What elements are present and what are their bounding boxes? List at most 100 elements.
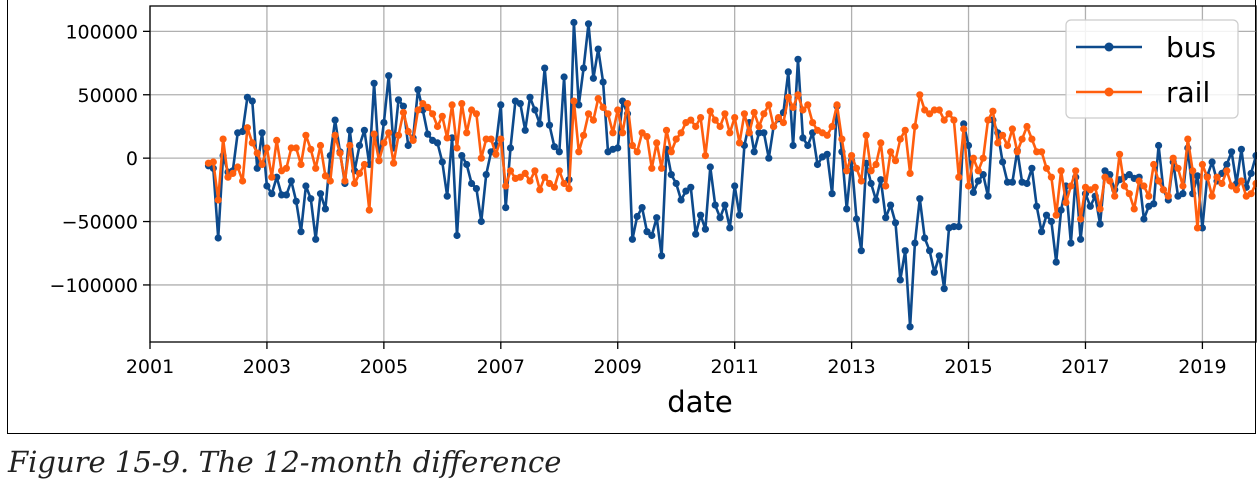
- point-bus-2016-12: [1077, 235, 1085, 243]
- point-bus-2002-10: [248, 97, 256, 105]
- point-rail-2010-06: [697, 114, 705, 122]
- point-rail-2006-11: [487, 135, 495, 143]
- point-rail-2010-01: [672, 135, 680, 143]
- point-bus-2005-02: [385, 72, 393, 80]
- point-rail-2004-10: [365, 206, 373, 214]
- point-rail-2010-05: [692, 122, 700, 131]
- point-rail-2019-03: [1208, 192, 1216, 200]
- point-rail-2003-12: [316, 141, 325, 150]
- point-rail-2007-12: [550, 183, 559, 191]
- point-rail-2007-06: [521, 169, 529, 177]
- point-rail-2007-01: [497, 135, 505, 143]
- x-tick-label-2015: 2015: [944, 356, 992, 378]
- point-bus-2007-06: [521, 126, 529, 134]
- point-rail-2006-08: [472, 110, 480, 118]
- point-bus-2009-01: [614, 144, 622, 152]
- point-rail-2016-09: [1062, 198, 1070, 207]
- point-bus-2009-04: [628, 235, 637, 243]
- point-bus-2018-12: [1193, 172, 1202, 180]
- point-bus-2004-03: [331, 116, 339, 124]
- point-rail-2007-08: [531, 167, 539, 175]
- point-bus-2015-05: [984, 192, 992, 200]
- point-bus-2007-03: [506, 144, 515, 152]
- point-rail-2002-11: [253, 149, 261, 157]
- point-bus-2008-08: [589, 74, 598, 82]
- point-bus-2016-05: [1042, 211, 1051, 219]
- point-bus-2003-09: [302, 182, 310, 190]
- point-rail-2013-01: [848, 152, 856, 160]
- point-bus-2010-11: [721, 201, 729, 209]
- point-rail-2015-05: [984, 116, 992, 124]
- x-tick-label-2007: 2007: [477, 356, 525, 378]
- point-bus-2007-02: [502, 204, 510, 212]
- point-rail-2010-07: [701, 152, 710, 160]
- point-bus-2010-06: [697, 211, 705, 219]
- point-rail-2012-08: [823, 131, 831, 139]
- point-rail-2005-10: [424, 103, 432, 111]
- point-rail-2013-10: [891, 157, 900, 165]
- point-bus-2003-01: [263, 182, 271, 190]
- point-rail-2016-04: [1038, 148, 1046, 156]
- point-rail-2017-04: [1096, 205, 1104, 213]
- point-bus-2009-12: [667, 171, 675, 179]
- point-rail-2006-05: [458, 100, 466, 108]
- point-rail-2002-09: [243, 124, 251, 132]
- point-rail-2005-08: [414, 106, 422, 114]
- point-rail-2005-07: [409, 136, 417, 144]
- point-rail-2011-04: [745, 129, 753, 137]
- point-rail-2011-05: [750, 108, 758, 117]
- point-bus-2003-02: [268, 190, 276, 198]
- point-rail-2009-09: [653, 139, 661, 147]
- point-rail-2007-09: [536, 186, 544, 194]
- point-rail-2007-10: [541, 173, 549, 181]
- point-bus-2016-06: [1047, 217, 1055, 226]
- point-rail-2006-01: [438, 112, 446, 120]
- point-rail-2004-04: [336, 149, 344, 157]
- point-rail-2018-06: [1164, 192, 1172, 200]
- point-rail-2009-06: [638, 129, 646, 137]
- point-bus-2006-09: [477, 217, 485, 226]
- point-rail-2006-09: [477, 154, 485, 162]
- point-bus-2017-05: [1101, 167, 1109, 175]
- point-rail-2015-11: [1013, 148, 1021, 156]
- point-rail-2004-07: [351, 179, 359, 188]
- point-bus-2017-02: [1086, 202, 1094, 210]
- point-rail-2007-11: [545, 179, 554, 188]
- point-rail-2002-04: [219, 135, 227, 143]
- point-bus-2007-08: [531, 106, 539, 114]
- point-rail-2013-02: [852, 164, 861, 172]
- point-bus-2003-12: [316, 190, 325, 198]
- point-bus-2013-08: [882, 214, 890, 222]
- point-bus-2005-04: [394, 96, 403, 104]
- point-bus-2011-05: [750, 148, 758, 156]
- point-rail-2009-05: [633, 148, 641, 156]
- point-bus-2009-10: [658, 252, 666, 260]
- point-bus-2010-01: [672, 179, 680, 188]
- point-rail-2012-10: [833, 101, 841, 109]
- point-rail-2005-03: [390, 159, 398, 167]
- x-tick-label-2017: 2017: [1061, 356, 1109, 378]
- point-bus-2014-07: [935, 252, 943, 260]
- point-rail-2004-09: [360, 160, 368, 169]
- legend-label-bus: bus: [1166, 31, 1216, 64]
- point-rail-2008-01: [555, 167, 563, 175]
- point-rail-2005-01: [380, 139, 388, 147]
- series-layer: [204, 18, 1257, 331]
- point-rail-2013-06: [872, 160, 880, 169]
- point-rail-2006-02: [443, 134, 451, 142]
- point-rail-2008-03: [565, 185, 573, 193]
- point-bus-2011-02: [735, 211, 744, 219]
- point-rail-2010-09: [711, 116, 719, 124]
- point-rail-2011-12: [784, 93, 792, 101]
- point-bus-2010-10: [716, 214, 724, 222]
- point-rail-2007-07: [526, 177, 534, 185]
- point-rail-2019-09: [1237, 177, 1245, 185]
- point-bus-2019-03: [1208, 158, 1216, 166]
- point-rail-2007-03: [506, 167, 515, 175]
- point-bus-2016-07: [1052, 258, 1060, 266]
- point-rail-2002-10: [248, 139, 256, 147]
- point-bus-2016-04: [1038, 228, 1046, 236]
- point-rail-2004-01: [321, 172, 329, 180]
- point-bus-2004-11: [370, 79, 378, 87]
- point-rail-2017-06: [1106, 177, 1114, 185]
